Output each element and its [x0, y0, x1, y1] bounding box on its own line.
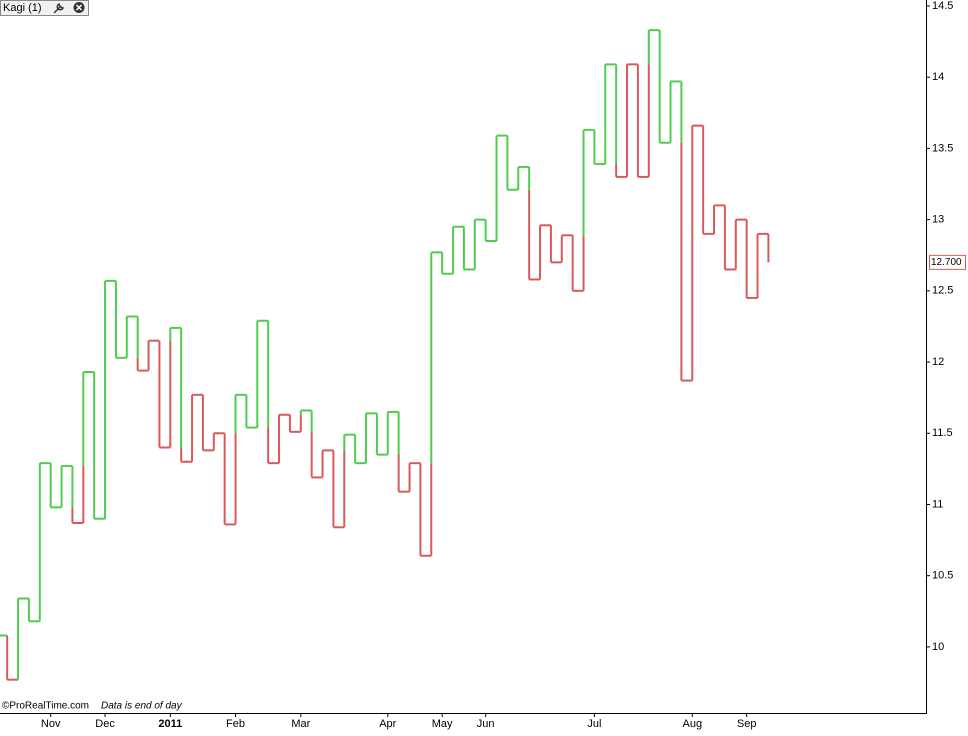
x-tick-label: Apr: [379, 718, 396, 730]
x-tick-label: Jul: [587, 718, 601, 730]
y-tick-label: 11.5: [932, 427, 953, 439]
y-tick-label: 10.5: [932, 570, 953, 582]
header-title: Kagi (1): [3, 2, 42, 14]
settings-icon[interactable]: [53, 3, 64, 14]
y-tick-label: 11: [932, 498, 943, 510]
y-tick-label: 10: [932, 641, 944, 653]
last-value-box: [929, 254, 966, 270]
y-tick-label: 14.5: [932, 0, 953, 12]
footer-copyright: ©ProRealTime.com: [2, 701, 89, 712]
x-tick-label: Sep: [737, 718, 757, 730]
x-tick-label: Jun: [477, 718, 495, 730]
header-box: [0, 0, 89, 16]
y-tick-label: 13.5: [932, 142, 953, 154]
x-tick-label: Nov: [41, 718, 61, 730]
x-tick-label: 2011: [158, 718, 182, 730]
x-tick-label: Dec: [95, 718, 115, 730]
header-tab: Kagi (1): [0, 0, 89, 16]
last-value-label: 12.700: [931, 257, 962, 268]
footer-note: Data is end of day: [101, 701, 183, 712]
y-tick-label: 13: [932, 214, 944, 226]
x-tick-label: Mar: [291, 718, 310, 730]
y-tick-label: 12: [932, 356, 944, 368]
close-cross: [75, 4, 83, 11]
y-tick-label: 14: [932, 71, 944, 83]
y-tick-label: 12.5: [932, 285, 953, 297]
x-tick-label: Feb: [226, 718, 245, 730]
x-tick-label: Aug: [682, 718, 702, 730]
x-tick-label: May: [432, 718, 453, 730]
